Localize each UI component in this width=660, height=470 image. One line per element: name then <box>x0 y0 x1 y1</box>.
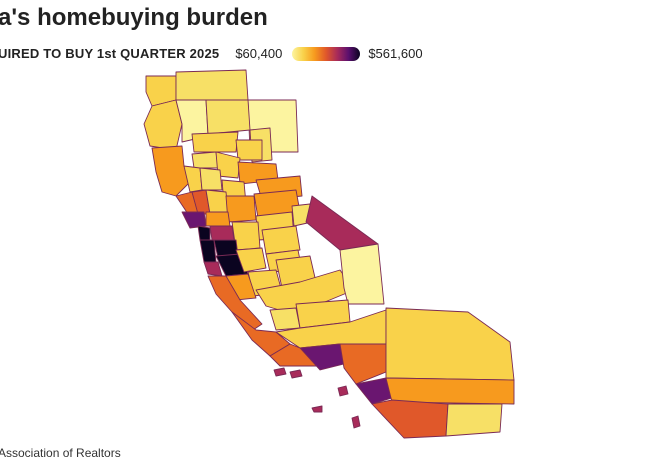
island-san-nicolas <box>311 405 323 413</box>
county-inyo[interactable] <box>339 243 385 305</box>
county-butte[interactable] <box>215 151 241 179</box>
island-santa-cruz <box>289 369 303 379</box>
legend-label: UIRED TO BUY 1st QUARTER 2025 <box>0 46 220 61</box>
county-san-francisco[interactable] <box>197 225 211 241</box>
island-catalina <box>337 385 349 397</box>
county-lake[interactable] <box>183 165 203 193</box>
county-tuolumne[interactable] <box>261 225 301 255</box>
county-fresno[interactable] <box>255 269 355 313</box>
county-riverside[interactable] <box>385 377 515 405</box>
county-mono[interactable] <box>305 195 379 251</box>
county-colusa[interactable] <box>199 167 223 191</box>
county-san-diego[interactable] <box>371 399 449 439</box>
county-santa-cruz[interactable] <box>203 261 223 277</box>
county-imperial[interactable] <box>445 403 503 437</box>
county-sacramento[interactable] <box>225 195 257 223</box>
county-mendocino[interactable] <box>151 145 193 197</box>
county-san-mateo[interactable] <box>199 239 217 263</box>
legend-color-bar <box>292 46 361 61</box>
legend-min-value: $60,400 <box>235 46 283 61</box>
island-santa-rosa <box>273 367 287 377</box>
county-san-bernardino[interactable] <box>385 307 515 381</box>
county-tehama[interactable] <box>191 131 239 153</box>
county-shasta[interactable] <box>205 99 251 135</box>
county-monterey[interactable] <box>207 275 263 333</box>
map-title: a's homebuying burden <box>0 4 268 31</box>
county-yolo[interactable] <box>205 189 229 215</box>
county-glenn[interactable] <box>191 151 219 169</box>
county-stanislaus[interactable] <box>235 247 267 273</box>
county-plumas[interactable] <box>235 139 263 161</box>
county-humboldt[interactable] <box>143 99 183 151</box>
county-los-angeles[interactable] <box>339 343 387 385</box>
legend: UIRED TO BUY 1st QUARTER 2025 $60,400 $5… <box>0 46 423 61</box>
legend-max-value: $561,600 <box>368 46 423 61</box>
county-contra-costa[interactable] <box>209 225 235 241</box>
county-siskiyou[interactable] <box>175 69 249 101</box>
island-san-clemente <box>351 415 361 429</box>
county-solano[interactable] <box>205 211 231 227</box>
county-marin[interactable] <box>181 211 207 229</box>
source-credit: Association of Realtors <box>0 446 121 460</box>
county-kings[interactable] <box>269 307 301 331</box>
